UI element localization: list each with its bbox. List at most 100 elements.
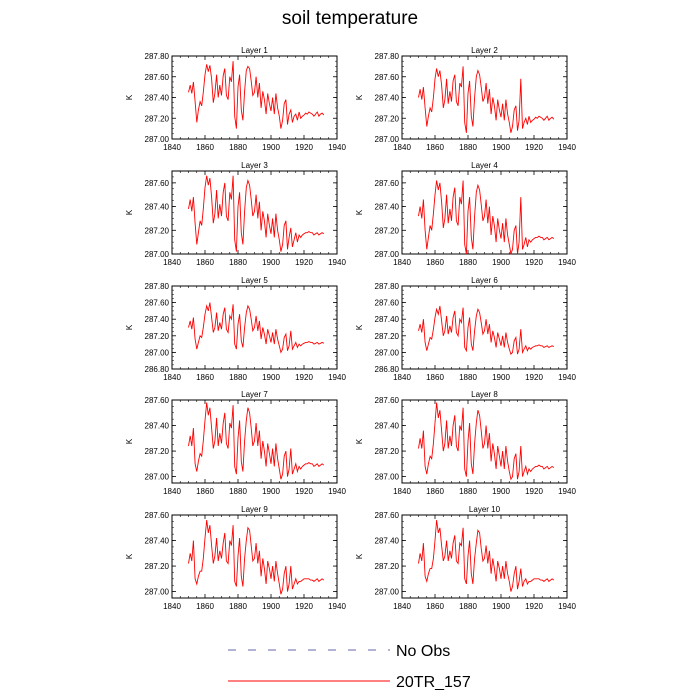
y-tick-label: 287.20	[375, 332, 400, 341]
x-tick-label: 1860	[196, 602, 214, 611]
series-line-20TR_157	[418, 402, 555, 481]
chart-panel-4: Layer 4 K 1840 1860 1880 1900 1920 1940 287.00 28…	[355, 161, 576, 267]
panel-title: Layer 4	[471, 161, 498, 170]
x-tick-label: 1920	[525, 373, 543, 382]
y-tick-label: 287.20	[145, 562, 170, 571]
x-tick-label: 1920	[525, 143, 543, 152]
x-tick-label: 1900	[492, 487, 510, 496]
series-line-20TR_157	[418, 305, 554, 355]
y-tick-label: 287.00	[375, 250, 400, 259]
legend-label: No Obs	[396, 643, 450, 660]
x-tick-label: 1880	[459, 258, 477, 267]
x-tick-label: 1940	[328, 487, 346, 496]
y-tick-label: 287.40	[145, 203, 170, 212]
chart-panel-7: Layer 7 K 1840 1860 1880 1900 1920 1940 287.00 28…	[125, 390, 346, 496]
y-tick-label: 287.20	[375, 114, 400, 123]
chart-panel-6: Layer 6 K 1840 1860 1880 1900 1920 1940 286.80 28…	[355, 276, 576, 382]
panel-title: Layer 6	[471, 276, 498, 285]
x-tick-label: 1880	[459, 602, 477, 611]
x-tick-label: 1880	[459, 373, 477, 382]
y-tick-label: 287.60	[145, 396, 170, 405]
chart-panel-2: Layer 2 K 1840 1860 1880 1900 1920 1940 287.00 28…	[355, 46, 576, 152]
x-tick-label: 1880	[459, 143, 477, 152]
series-line-20TR_157	[418, 66, 555, 133]
x-tick-label: 1860	[426, 602, 444, 611]
y-tick-label: 287.20	[145, 226, 170, 235]
y-axis-label: K	[355, 324, 364, 330]
series-line-20TR_157	[188, 61, 325, 129]
x-tick-label: 1900	[492, 143, 510, 152]
x-tick-label: 1900	[262, 487, 280, 496]
y-tick-label: 287.00	[375, 135, 400, 144]
y-tick-label: 287.00	[145, 135, 170, 144]
x-tick-label: 1860	[196, 143, 214, 152]
x-tick-label: 1880	[459, 487, 477, 496]
y-tick-label: 287.00	[145, 348, 170, 357]
x-tick-label: 1900	[262, 602, 280, 611]
y-axis-label: K	[355, 438, 364, 444]
x-tick-label: 1940	[328, 143, 346, 152]
y-tick-label: 287.60	[145, 299, 170, 308]
y-tick-label: 287.00	[145, 588, 170, 597]
x-tick-label: 1880	[229, 143, 247, 152]
y-tick-label: 287.40	[145, 94, 170, 103]
panel-title: Layer 9	[241, 505, 268, 514]
y-tick-label: 287.60	[375, 299, 400, 308]
y-axis-label: K	[125, 94, 134, 100]
y-axis-label: K	[355, 94, 364, 100]
y-tick-label: 287.80	[145, 52, 170, 61]
x-tick-label: 1940	[558, 602, 576, 611]
chart-panel-1: Layer 1 K 1840 1860 1880 1900 1920 1940 287.00 28…	[125, 46, 346, 152]
y-tick-label: 287.40	[145, 315, 170, 324]
y-tick-label: 286.80	[375, 365, 400, 374]
y-tick-label: 287.80	[375, 52, 400, 61]
x-tick-label: 1880	[229, 487, 247, 496]
y-tick-label: 287.60	[145, 179, 170, 188]
x-tick-label: 1840	[393, 487, 411, 496]
panel-title: Layer 7	[241, 390, 268, 399]
legend-label: 20TR_157	[396, 674, 471, 691]
x-tick-label: 1860	[426, 143, 444, 152]
plot-frame	[171, 55, 338, 140]
x-tick-label: 1940	[328, 258, 346, 267]
y-tick-label: 287.40	[375, 537, 400, 546]
y-tick-label: 287.00	[375, 588, 400, 597]
y-tick-label: 287.00	[145, 473, 170, 482]
chart-panel-3: Layer 3 K 1840 1860 1880 1900 1920 1940 287.00 28…	[125, 161, 346, 267]
panel-title: Layer 3	[241, 161, 268, 170]
x-tick-label: 1860	[426, 487, 444, 496]
panel-title: Layer 10	[469, 505, 501, 514]
y-axis-label: K	[355, 209, 364, 215]
x-tick-label: 1920	[295, 487, 313, 496]
y-tick-label: 287.60	[145, 73, 170, 82]
x-tick-label: 1900	[492, 373, 510, 382]
x-tick-label: 1920	[525, 602, 543, 611]
x-tick-label: 1920	[295, 373, 313, 382]
x-tick-label: 1900	[262, 258, 280, 267]
x-tick-label: 1840	[163, 258, 181, 267]
x-tick-label: 1840	[163, 143, 181, 152]
x-tick-label: 1940	[558, 258, 576, 267]
y-tick-label: 287.40	[375, 422, 400, 431]
x-tick-label: 1900	[492, 602, 510, 611]
y-tick-label: 286.80	[145, 365, 170, 374]
x-tick-label: 1860	[196, 373, 214, 382]
y-tick-label: 287.40	[145, 422, 170, 431]
page-title: soil temperature	[281, 8, 419, 29]
series-line-20TR_157	[188, 402, 325, 480]
x-tick-label: 1880	[229, 602, 247, 611]
y-axis-label: K	[125, 438, 134, 444]
x-tick-label: 1840	[393, 258, 411, 267]
y-tick-label: 287.20	[145, 332, 170, 341]
x-tick-label: 1940	[558, 487, 576, 496]
x-tick-label: 1880	[229, 258, 247, 267]
y-tick-label: 287.00	[375, 348, 400, 357]
panel-title: Layer 5	[241, 276, 268, 285]
y-tick-label: 287.20	[375, 447, 400, 456]
y-tick-label: 287.20	[375, 562, 400, 571]
x-tick-label: 1900	[262, 143, 280, 152]
series-line-20TR_157	[188, 302, 325, 354]
panel-title: Layer 8	[471, 390, 498, 399]
chart-panel-5: Layer 5 K 1840 1860 1880 1900 1920 1940 286.80 28…	[125, 276, 346, 382]
